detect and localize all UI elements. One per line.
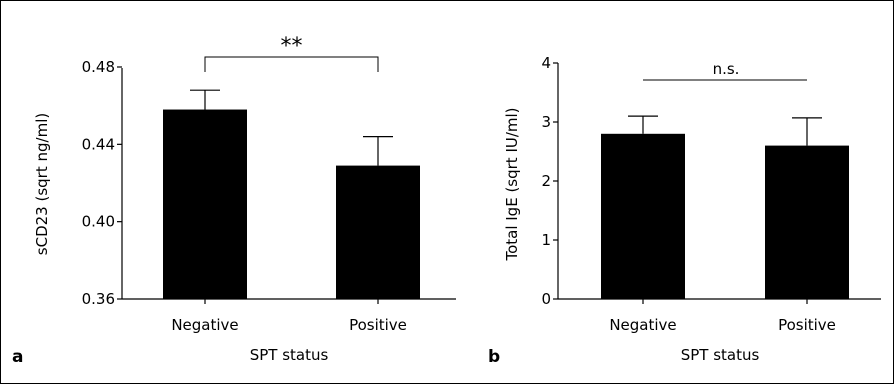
bar-b-negative (601, 133, 685, 299)
y-tick-label-b: 4 (541, 54, 551, 72)
y-tick-label-b: 3 (541, 113, 551, 131)
y-tick-label-a: 0.36 (82, 290, 115, 308)
panel-a: sCD23 (sqrt ng/ml) 0.36 0.40 0.44 0.48 Nega… (12, 34, 456, 367)
bar-b-positive (765, 145, 849, 299)
bar-a-positive (336, 165, 420, 299)
error-bars-b (628, 115, 822, 146)
significance-label-a: ** (281, 34, 303, 59)
x-tick-label-b-negative: Negative (609, 316, 676, 334)
x-tick-label-a-negative: Negative (171, 316, 238, 334)
y-tick-label-a: 0.48 (82, 58, 115, 76)
significance-label-b: n.s. (713, 60, 740, 78)
panel-letter-a: a (12, 347, 23, 367)
y-tick-label-b: 0 (541, 290, 551, 308)
x-tick-label-a-positive: Positive (349, 316, 407, 334)
y-tick-label-b: 1 (541, 231, 551, 249)
y-tick-label-a: 0.44 (82, 135, 115, 153)
bars-a (163, 109, 420, 300)
y-axis-label-b: Total IgE (sqrt IU/ml) (503, 107, 521, 261)
x-ticks-b: Negative Positive (609, 299, 836, 334)
x-axis-label-b: SPT status (681, 346, 760, 364)
y-ticks-b: 0 1 2 3 4 (541, 54, 558, 308)
error-bars-a (190, 89, 393, 166)
bar-a-negative (163, 109, 247, 300)
x-ticks-a: Negative Positive (171, 299, 407, 334)
y-tick-label-b: 2 (541, 172, 551, 190)
y-ticks-a: 0.36 0.40 0.44 0.48 (82, 58, 122, 308)
panel-b: Total IgE (sqrt IU/ml) 0 1 2 3 4 Negative Pos… (488, 54, 881, 367)
panel-letter-b: b (488, 347, 500, 367)
bars-b (601, 133, 849, 299)
x-axis-label-a: SPT status (250, 346, 329, 364)
y-axis-label-a: sCD23 (sqrt ng/ml) (33, 113, 51, 255)
significance-bracket-a (204, 56, 379, 72)
x-tick-label-b-positive: Positive (778, 316, 836, 334)
y-tick-label-a: 0.40 (82, 213, 115, 231)
